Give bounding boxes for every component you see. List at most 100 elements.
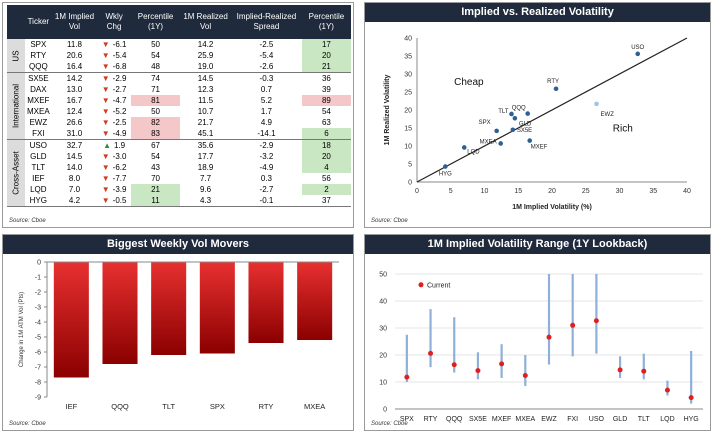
cell-chg: ▼ -2.7 <box>97 84 131 95</box>
scatter-point-label: USO <box>631 45 644 51</box>
cell-iv: 32.7 <box>66 141 83 150</box>
cell-spread: -14.1 <box>231 128 302 140</box>
cell-rv: 14.2 <box>197 40 214 49</box>
cell-rv: 21.7 <box>197 118 214 127</box>
y-tick-label: -4 <box>35 320 41 327</box>
cell-ticker: RTY <box>30 51 47 60</box>
cell-chg: ▼ -2.9 <box>97 73 131 85</box>
down-arrow-icon: ▼ <box>101 62 110 71</box>
cell-chg: ▼ -4.7 <box>97 95 131 106</box>
scatter-point <box>510 127 516 133</box>
y-tick-label: 0 <box>383 407 387 414</box>
x-tick-label: HYG <box>684 416 699 423</box>
x-tick-label: 15 <box>514 188 522 195</box>
cell-ticker: LQD <box>30 185 47 194</box>
x-tick-label: FXI <box>567 416 578 423</box>
cell-rv: 25.9 <box>197 51 214 60</box>
bar <box>151 262 187 355</box>
down-arrow-icon: ▼ <box>101 51 110 60</box>
cell-ticker: TLT <box>31 163 46 172</box>
parity-line <box>416 37 688 183</box>
cell-sprpct: 89 <box>301 95 351 106</box>
y-tick-label: 30 <box>379 326 387 333</box>
y-tick-label: 20 <box>379 353 387 360</box>
current-dot <box>475 368 481 374</box>
cell-ivpct: 54 <box>151 152 160 161</box>
cell-chg: ▼ -7.7 <box>97 173 131 184</box>
cell-spread: -0.1 <box>231 195 302 207</box>
weekly-change-value: -4.7 <box>112 96 127 105</box>
scatter-point <box>594 101 599 107</box>
weekly-change-value: -5.4 <box>112 51 127 60</box>
y-axis-label: 1M Realized Volatility <box>384 75 391 146</box>
x-tick-label: SPX <box>400 416 414 423</box>
scatter-chart: 0 5 10 15 20 25 30 35 40 0 5 10 15 20 25 30 35 40 1M Impli… <box>384 36 691 212</box>
table-row: GLD 14.5 ▼ -3.0 54 17.7 -3.2 20 <box>7 151 351 162</box>
cell-sprpct: 21 <box>301 61 351 73</box>
cell-ivpct: 71 <box>151 85 160 94</box>
cell-sprpct: 56 <box>321 174 331 183</box>
scatter-point <box>443 164 448 169</box>
table-row: US SPX 11.8 ▼ -6.1 50 14.2 -2.5 17 <box>7 39 351 73</box>
cell-iv: 12.4 <box>66 107 83 116</box>
y-tick-label: -5 <box>35 335 41 342</box>
cell-ticker: FXI <box>25 128 52 140</box>
cell-chg: ▼ -3.0 <box>97 151 131 162</box>
x-tick-label: QQQ <box>446 416 463 423</box>
scatter-point-label: GLD <box>519 121 532 127</box>
x-tick-label: 40 <box>683 188 691 195</box>
scatter-point <box>461 145 467 150</box>
y-tick-label: -8 <box>35 380 41 387</box>
current-dot <box>688 395 694 401</box>
cell-spread: -2.5 <box>259 40 274 49</box>
table-row: DAX 13.0 ▼ -2.7 71 12.3 0.7 39 <box>7 84 351 95</box>
down-arrow-icon: ▼ <box>101 129 110 138</box>
down-arrow-icon: ▼ <box>101 40 110 49</box>
cell-sprpct: 39 <box>321 85 331 94</box>
cell-chg: ▼ -2.5 <box>97 117 131 128</box>
cell-chg: ▼ -6.2 <box>97 162 131 173</box>
y-tick-label: -9 <box>35 395 41 402</box>
y-axis-label: Change in 1M ATM Vol (Pts) <box>19 292 25 367</box>
cell-ticker: GLD <box>30 152 47 161</box>
scatter-point-label: EWZ <box>601 112 615 118</box>
cell-chg: ▼ -4.9 <box>97 128 131 140</box>
current-dot <box>546 334 552 340</box>
x-tick-label: SX5E <box>469 416 487 423</box>
cell-ivpct: 50 <box>151 107 160 116</box>
cell-ivpct: 48 <box>130 61 181 73</box>
cell-sprpct: 18 <box>301 139 351 151</box>
cell-sprpct: 4 <box>301 162 351 173</box>
down-arrow-icon: ▼ <box>101 85 110 94</box>
current-dot <box>617 367 623 373</box>
cell-spread: -2.7 <box>259 185 274 194</box>
table-row: MXEA 12.4 ▼ -5.2 50 10.7 1.7 54 <box>7 106 351 117</box>
scatter-point <box>512 115 518 121</box>
down-arrow-icon: ▼ <box>101 118 110 127</box>
x-tick-label: GLD <box>613 416 627 423</box>
cell-ivpct: 21 <box>130 184 181 195</box>
cell-ivpct: 67 <box>151 141 160 150</box>
weekly-change-value: -3.0 <box>112 152 127 161</box>
group-label: US <box>7 39 25 73</box>
source-note: Source: Cboe <box>9 421 46 427</box>
cell-chg: ▼ -6.8 <box>97 61 131 73</box>
cell-sprpct: 63 <box>321 118 331 127</box>
rich-annotation: Rich <box>613 124 633 135</box>
cell-spread: -2.9 <box>259 141 274 150</box>
x-tick-label: TLT <box>638 416 651 423</box>
cell-spread: -2.6 <box>231 61 302 73</box>
cell-spread: 0.3 <box>260 174 272 183</box>
down-arrow-icon: ▼ <box>101 96 110 105</box>
up-arrow-icon: ▲ <box>103 141 111 150</box>
down-arrow-icon: ▼ <box>101 74 110 83</box>
x-tick-label: MXEF <box>492 416 511 423</box>
source-note: Source: Cboe <box>371 421 408 427</box>
x-tick-label: IEF <box>65 402 77 411</box>
group-label-text: International <box>11 83 21 129</box>
cell-rv: 7.7 <box>200 174 212 183</box>
cell-iv: 16.7 <box>66 96 83 105</box>
cell-ticker: EWZ <box>29 118 48 127</box>
table-row: EWZ 26.6 ▼ -2.5 82 21.7 4.9 63 <box>7 117 351 128</box>
weekly-change-value: -3.9 <box>112 185 127 194</box>
